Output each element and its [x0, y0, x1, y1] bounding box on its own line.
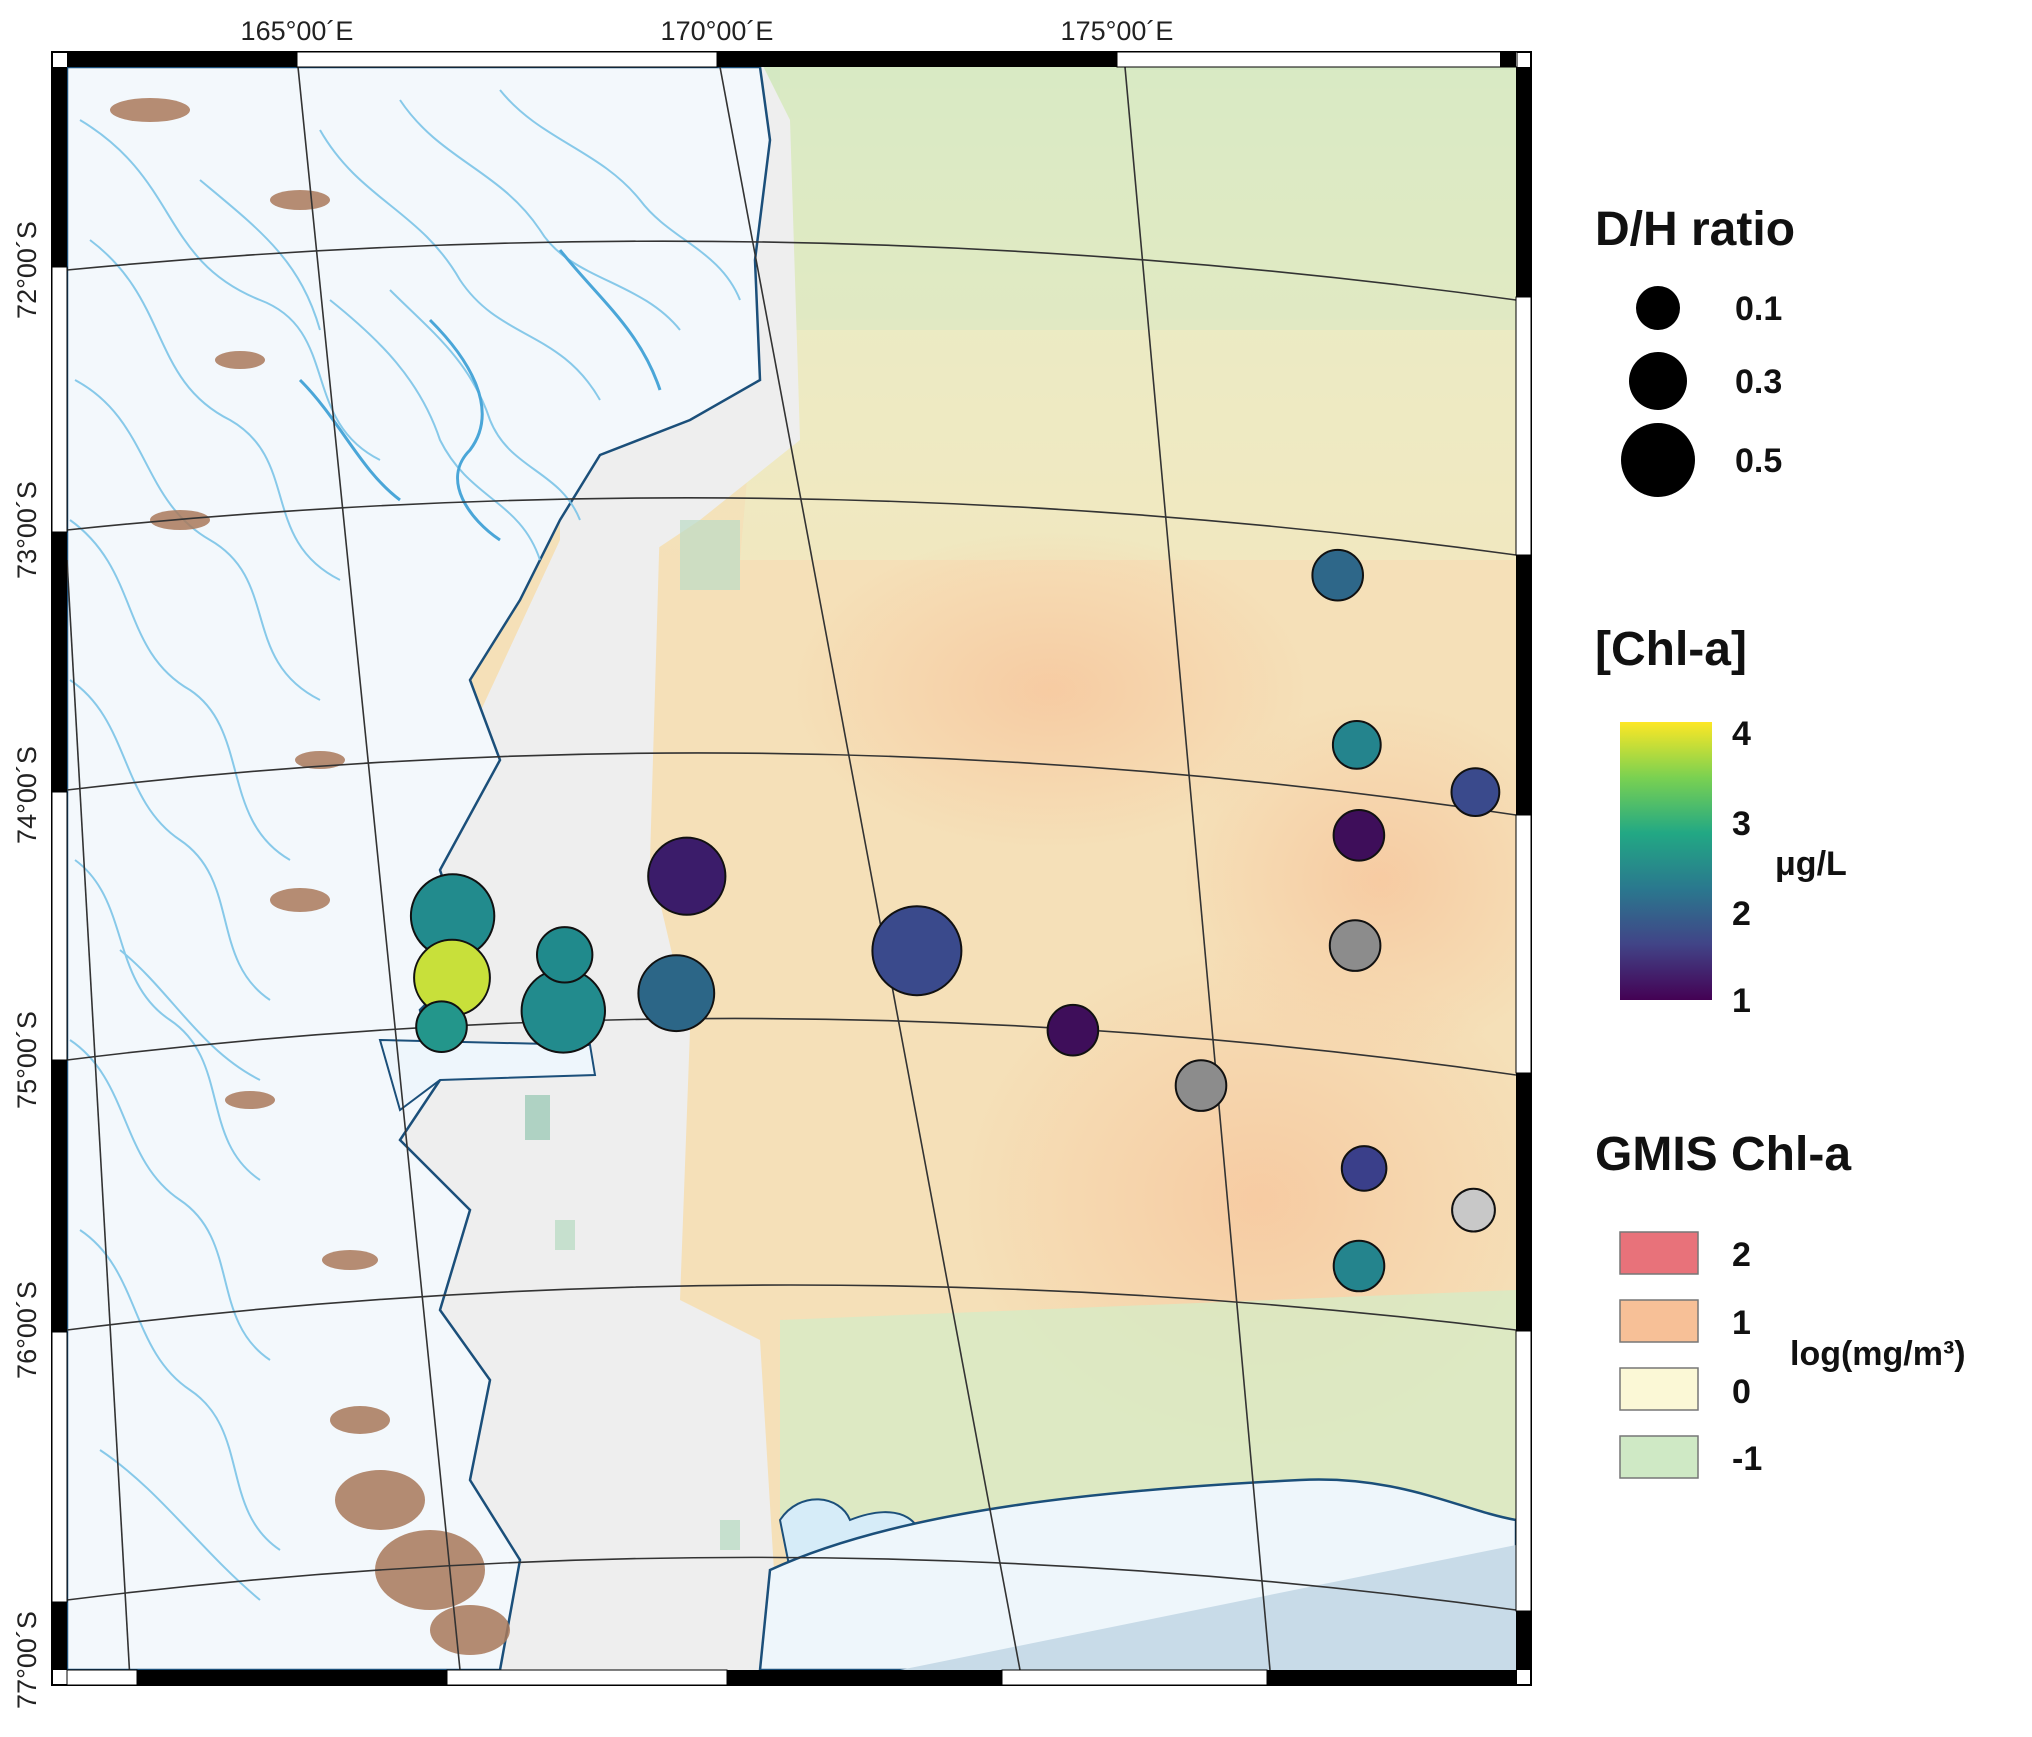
- graticule: [67, 67, 1516, 1670]
- lat-label-77: 77°00´S: [12, 1611, 42, 1709]
- legend-chla-tick-4: 4: [1732, 715, 1751, 753]
- legend-dh-circle-0.1: [1636, 286, 1680, 330]
- legend-chla-colorbar: [1620, 722, 1712, 1000]
- legend-gmis-swatch-0: [1619, 1367, 1699, 1411]
- legend-gmis-swatch-1: [1619, 1299, 1699, 1343]
- map-frame: [51, 51, 1532, 1686]
- station-marker: [637, 954, 716, 1033]
- legend-gmis-unit: log(mg/m³): [1790, 1335, 1966, 1373]
- lat-label-74: 74°00´S: [12, 746, 42, 844]
- station-marker: [1174, 1059, 1228, 1112]
- station-marker: [415, 1000, 468, 1053]
- station-marker: [1046, 1003, 1100, 1057]
- legend-gmis-label-1: 1: [1732, 1304, 1751, 1342]
- lat-label-76: 76°00´S: [12, 1281, 42, 1379]
- station-marker: [1340, 1145, 1388, 1192]
- lat-label-73: 73°00´S: [12, 481, 42, 579]
- legend-dh-title: D/H ratio: [1595, 203, 1795, 256]
- lon-label-170: 170°00´E: [661, 16, 774, 46]
- map-area: [67, 67, 1604, 1670]
- station-marker: [1451, 1187, 1496, 1233]
- legend-gmis-label-2: 2: [1732, 1236, 1751, 1274]
- station-marker: [1331, 720, 1382, 770]
- legend-chla-tick-3: 3: [1732, 805, 1751, 843]
- legend-chla-tick-1: 1: [1732, 982, 1751, 1020]
- station-marker: [1311, 548, 1364, 602]
- station-marker: [536, 926, 594, 984]
- station-marker: [1332, 1239, 1386, 1293]
- legend-dh-circle-0.5: [1621, 423, 1695, 497]
- station-marker: [1561, 1230, 1604, 1273]
- legend-dh-label-0.1: 0.1: [1735, 290, 1782, 328]
- legend-gmis-title: GMIS Chl-a: [1595, 1128, 1851, 1181]
- station-marker: [1328, 919, 1382, 972]
- lon-label-165: 165°00´E: [241, 16, 354, 46]
- legend-chla-title: [Chl-a]: [1595, 623, 1747, 676]
- legend-chla: [Chl-a] 4 3 2 1 μg/L: [1595, 623, 1847, 1020]
- legend-dh-label-0.3: 0.3: [1735, 363, 1782, 401]
- lon-label-175: 175°00´E: [1061, 16, 1174, 46]
- station-marker: [1332, 809, 1386, 862]
- station-marker: [871, 905, 963, 997]
- legend-chla-tick-2: 2: [1732, 895, 1751, 933]
- legend-gmis-label-neg1: -1: [1732, 1440, 1762, 1478]
- legend-dh-ratio: D/H ratio 0.1 0.3 0.5: [1595, 203, 1795, 497]
- legend-gmis-swatch-2: [1619, 1231, 1699, 1275]
- legend-gmis: GMIS Chl-a 2 1 0 -1 log(mg/m³): [1595, 1128, 1966, 1479]
- station-marker: [1450, 767, 1501, 817]
- lat-label-75: 75°00´S: [12, 1011, 42, 1109]
- station-markers: [409, 548, 1604, 1293]
- legend-dh-label-0.5: 0.5: [1735, 442, 1782, 480]
- lat-label-72: 72°00´S: [12, 221, 42, 319]
- legend-chla-unit: μg/L: [1775, 845, 1847, 883]
- legend-gmis-swatch-neg1: [1619, 1435, 1699, 1479]
- station-marker: [647, 836, 727, 916]
- legend-dh-circle-0.3: [1629, 352, 1687, 410]
- legend-gmis-label-0: 0: [1732, 1373, 1751, 1411]
- contours: [69, 89, 741, 1601]
